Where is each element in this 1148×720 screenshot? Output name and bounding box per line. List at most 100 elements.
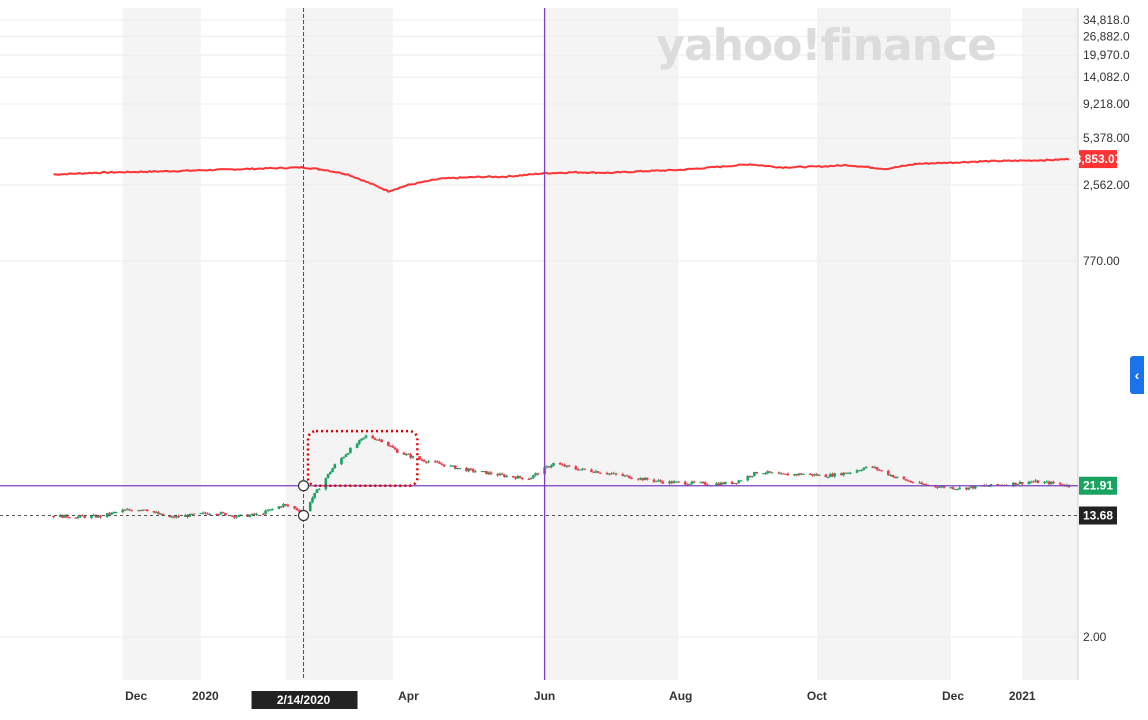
candle-body — [721, 482, 725, 485]
candle-body — [608, 473, 611, 475]
annotation-box — [306, 429, 419, 487]
candle-body — [239, 514, 243, 516]
candle-body — [893, 477, 897, 479]
candle-body — [121, 509, 125, 513]
candle-body — [878, 469, 881, 471]
y-tick-label: 9,218.00 — [1083, 97, 1130, 111]
month-band — [122, 8, 201, 680]
candle-body — [849, 472, 852, 474]
candle-body — [592, 471, 595, 473]
candle-body — [690, 481, 694, 484]
candle-body — [920, 482, 924, 485]
candle-body — [565, 465, 569, 467]
candle-body — [440, 463, 444, 465]
candle-body — [828, 474, 832, 478]
candle-body — [715, 483, 718, 486]
candle-body — [784, 473, 787, 475]
candle-body — [128, 509, 131, 511]
crosshair-price-tag-bg — [1079, 506, 1117, 525]
candle-body — [137, 510, 140, 512]
candle-body — [380, 439, 383, 442]
candle-body — [442, 464, 446, 467]
candle-body — [766, 471, 770, 474]
candle-body — [485, 471, 488, 475]
candle-body — [407, 453, 410, 455]
candle-body — [157, 512, 160, 515]
candle-body — [217, 514, 221, 516]
crosshair-date-bg — [251, 691, 358, 709]
candle-body — [797, 473, 801, 475]
candle-body — [204, 512, 207, 514]
candle-body — [581, 468, 584, 470]
candle-body — [1061, 484, 1064, 486]
candle-body — [547, 466, 551, 468]
candle-body — [1014, 482, 1017, 485]
candle-body — [971, 486, 975, 489]
candle-body — [487, 472, 491, 475]
candle-body — [779, 473, 783, 475]
candle-body — [112, 512, 116, 514]
candle-body — [641, 478, 645, 481]
candle-body — [840, 473, 843, 476]
candle-body — [498, 473, 502, 476]
candle-body — [831, 474, 834, 477]
candle-body — [652, 479, 656, 482]
comparison-last-tag: 3,853.07 — [1075, 152, 1122, 166]
candle-body — [512, 476, 515, 478]
candle-body — [612, 473, 616, 475]
candle-body — [594, 471, 598, 473]
comparison-series-line — [53, 157, 1070, 193]
candle-body — [235, 516, 238, 518]
candle-body — [643, 477, 647, 481]
candle-body — [857, 470, 861, 472]
candle-body — [889, 474, 892, 476]
candle-body — [279, 506, 283, 508]
y-tick-label: 770.00 — [1083, 254, 1120, 268]
candle-body — [346, 453, 350, 455]
candle-body — [904, 479, 908, 481]
y-tick-label: 5,378.00 — [1083, 131, 1130, 145]
candle-body — [123, 509, 127, 511]
candle-body — [764, 473, 767, 475]
candle-body — [891, 474, 895, 478]
candle-body — [561, 464, 564, 466]
x-tick-label: Jun — [534, 689, 555, 703]
drawing-handle — [297, 480, 310, 492]
candle-body — [746, 476, 749, 481]
candle-body — [438, 462, 441, 464]
candle-body — [313, 492, 316, 498]
candle-body — [657, 480, 660, 482]
candle-body — [172, 516, 176, 518]
x-tick-label: 2021 — [1009, 689, 1036, 703]
candle-body — [489, 472, 493, 475]
candle-body — [842, 472, 845, 476]
candle-body — [206, 513, 209, 515]
crosshair-price-tag: 13.68 — [1083, 509, 1113, 523]
candle-body — [125, 509, 129, 511]
candle-body — [583, 468, 587, 470]
candle-body — [94, 515, 98, 518]
candle-body — [219, 512, 223, 515]
candle-body — [802, 474, 805, 476]
candle-body — [250, 513, 254, 515]
candle-body — [424, 461, 428, 463]
candle-body — [139, 510, 142, 512]
chevron-left-icon[interactable]: ‹ — [1130, 356, 1144, 394]
candle-body — [471, 469, 475, 472]
candle-body — [427, 461, 430, 463]
candle-body — [83, 516, 87, 518]
candle-body — [467, 468, 470, 472]
crosshair-date-label: 2/14/2020 — [251, 691, 358, 709]
candle-body — [63, 514, 67, 518]
candle-body — [907, 480, 910, 482]
candle-body — [248, 514, 252, 517]
candle-body — [110, 512, 113, 515]
candle-body — [270, 508, 274, 510]
candle-body — [76, 516, 80, 519]
candle-body — [391, 446, 395, 448]
candle-body — [503, 474, 506, 477]
candle-body — [996, 484, 999, 486]
candle-body — [811, 474, 814, 476]
last-price-tag: 21.91 — [1083, 479, 1113, 493]
